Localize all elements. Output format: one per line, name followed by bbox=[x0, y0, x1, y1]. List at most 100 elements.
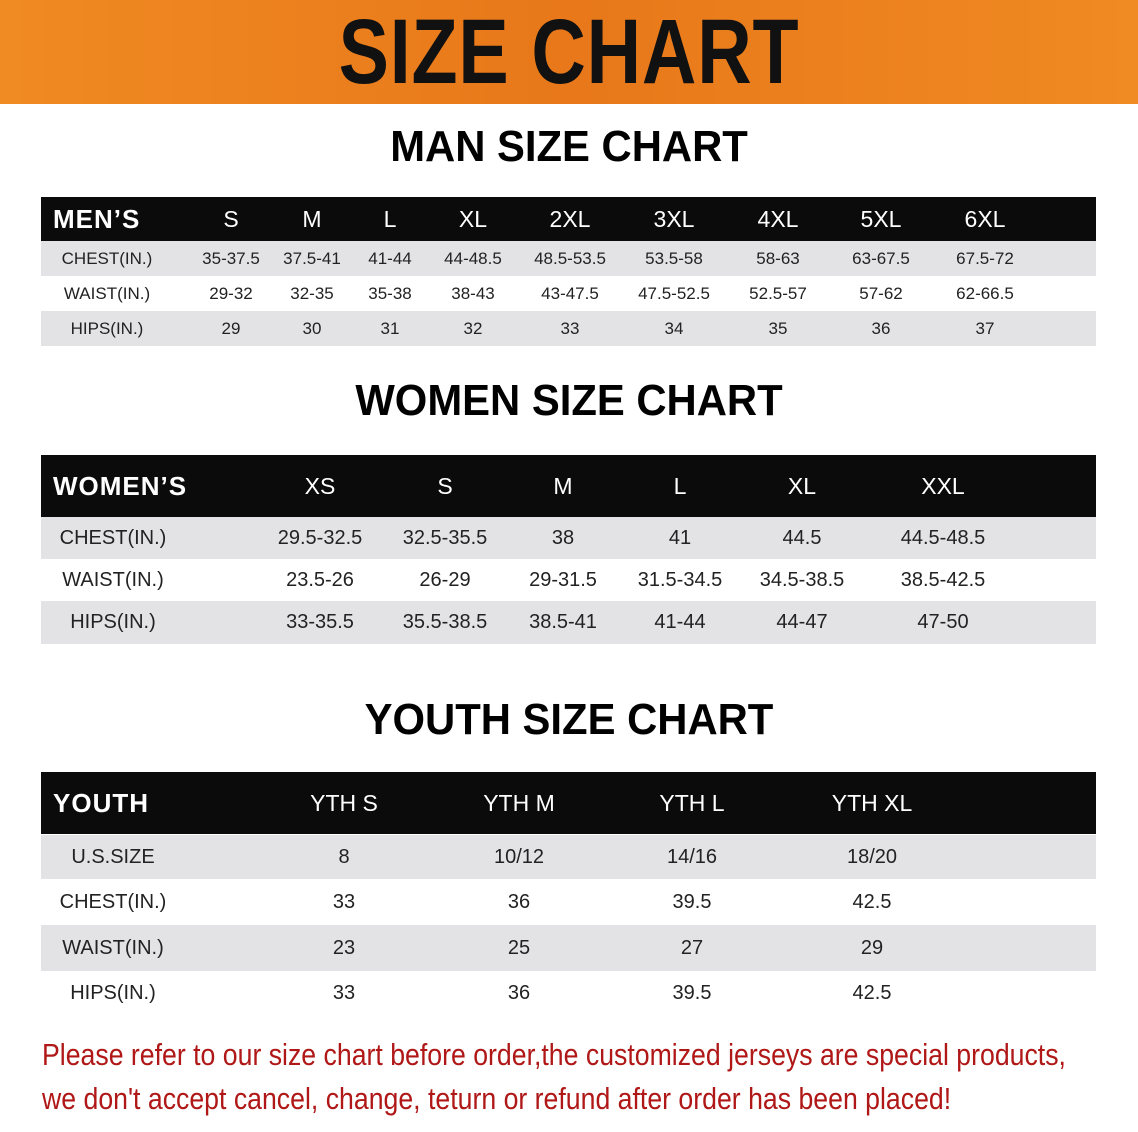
measurement-cell: 41 bbox=[668, 526, 692, 549]
measurement-cell: 41-44 bbox=[654, 611, 706, 633]
men-header-label: MEN’S bbox=[53, 203, 141, 234]
size-header: YTH M bbox=[483, 789, 555, 816]
table-row: U.S.SIZE 8 10/12 14/16 18/20 bbox=[41, 835, 1096, 879]
measurement-cell: 32.5-35.5 bbox=[402, 526, 488, 549]
measurement-cell: 36 bbox=[507, 890, 531, 913]
youth-table-header: YOUTH YTH S YTH M YTH L YTH XL bbox=[41, 772, 1096, 834]
size-header: YTH S bbox=[310, 789, 378, 816]
measurement-cell: 29-32 bbox=[209, 284, 253, 303]
measurement-cell: 48.5-53.5 bbox=[534, 248, 606, 268]
size-header: XS bbox=[304, 472, 336, 499]
row-label: CHEST(IN.) bbox=[61, 248, 153, 268]
women-section-title: WOMEN SIZE CHART bbox=[355, 376, 783, 425]
row-label: WAIST(IN.) bbox=[62, 936, 164, 959]
measurement-cell: 25 bbox=[507, 936, 531, 959]
measurement-cell: 47.5-52.5 bbox=[638, 284, 710, 303]
size-header: YTH XL bbox=[831, 789, 913, 816]
measurement-cell: 30 bbox=[302, 318, 322, 338]
table-row: HIPS(IN.) 33-35.5 35.5-38.5 38.5-41 41-44 44-… bbox=[41, 601, 1096, 644]
measurement-cell: 62-66.5 bbox=[956, 284, 1014, 303]
youth-size-table: YOUTH YTH S YTH M YTH L YTH XL U.S.SIZE 8 10/12… bbox=[41, 772, 1096, 1016]
measurement-cell: 8 bbox=[338, 845, 350, 868]
size-header: L bbox=[673, 472, 687, 499]
size-header: 3XL bbox=[653, 205, 695, 232]
measurement-cell: 29 bbox=[860, 936, 884, 959]
measurement-cell: 38.5-42.5 bbox=[900, 568, 986, 591]
row-label: WAIST(IN.) bbox=[63, 284, 151, 303]
measurement-cell: 14/16 bbox=[666, 845, 718, 868]
measurement-cell: 23 bbox=[332, 936, 356, 959]
row-label: U.S.SIZE bbox=[71, 845, 155, 868]
measurement-cell: 38.5-41 bbox=[529, 611, 597, 633]
measurement-cell: 32 bbox=[463, 318, 483, 338]
size-header: YTH L bbox=[659, 789, 725, 816]
table-row: CHEST(IN.) 29.5-32.5 32.5-35.5 38 41 44.5 44.5… bbox=[41, 517, 1096, 559]
table-row: HIPS(IN.) 33 36 39.5 42.5 bbox=[41, 971, 1096, 1016]
measurement-cell: 32-35 bbox=[290, 284, 334, 303]
table-row: WAIST(IN.) 29-32 32-35 35-38 38-43 43-47.5 47.… bbox=[41, 277, 1096, 311]
measurement-cell: 47-50 bbox=[917, 611, 969, 633]
table-row: CHEST(IN.) 35-37.5 37.5-41 41-44 44-48.5 48.5… bbox=[41, 241, 1096, 276]
measurement-cell: 41-44 bbox=[368, 248, 412, 268]
men-section-title: MAN SIZE CHART bbox=[390, 122, 748, 171]
youth-section-title: YOUTH SIZE CHART bbox=[364, 695, 774, 744]
banner-title: SIZE CHART bbox=[338, 1, 800, 103]
row-label: HIPS(IN.) bbox=[70, 982, 156, 1004]
women-size-table: WOMEN’S XS S M L XL XXL CHEST(IN.) 29.5-32.5 32.5… bbox=[41, 455, 1096, 644]
measurement-cell: 57-62 bbox=[859, 284, 903, 303]
men-size-table: MEN’S S M L XL 2XL 3XL 4XL 5XL 6XL CHEST(IN.) 35-37… bbox=[41, 197, 1096, 346]
measurement-cell: 53.5-58 bbox=[645, 248, 703, 268]
measurement-cell: 35-37.5 bbox=[202, 248, 260, 268]
measurement-cell: 29-31.5 bbox=[529, 568, 597, 591]
size-header: XXL bbox=[921, 472, 965, 499]
measurement-cell: 27 bbox=[680, 936, 704, 959]
size-header: M bbox=[302, 205, 322, 232]
men-table-header: MEN’S S M L XL 2XL 3XL 4XL 5XL 6XL bbox=[41, 197, 1096, 241]
measurement-cell: 63-67.5 bbox=[852, 248, 910, 268]
women-header-label: WOMEN’S bbox=[53, 470, 188, 501]
measurement-cell: 33 bbox=[332, 982, 356, 1004]
size-header: 6XL bbox=[964, 205, 1006, 232]
title-banner: SIZE CHART bbox=[0, 0, 1138, 104]
measurement-cell: 38 bbox=[551, 526, 575, 549]
measurement-cell: 34 bbox=[664, 318, 684, 338]
measurement-cell: 34.5-38.5 bbox=[759, 568, 845, 591]
measurement-cell: 37.5-41 bbox=[283, 248, 341, 268]
measurement-cell: 39.5 bbox=[672, 982, 712, 1004]
size-header: 5XL bbox=[860, 205, 902, 232]
size-header: L bbox=[383, 205, 397, 232]
measurement-cell: 42.5 bbox=[852, 890, 892, 913]
size-header: XL bbox=[458, 205, 488, 232]
measurement-cell: 31 bbox=[380, 318, 400, 338]
size-header: S bbox=[223, 205, 239, 232]
row-label: CHEST(IN.) bbox=[59, 890, 167, 913]
measurement-cell: 43-47.5 bbox=[541, 284, 599, 303]
measurement-cell: 52.5-57 bbox=[749, 284, 807, 303]
policy-note-line-1: Please refer to our size chart before or… bbox=[42, 1037, 1066, 1072]
size-header: M bbox=[553, 472, 573, 499]
measurement-cell: 39.5 bbox=[672, 890, 712, 913]
row-label: WAIST(IN.) bbox=[62, 568, 164, 591]
table-row: WAIST(IN.) 23 25 27 29 bbox=[41, 925, 1096, 971]
measurement-cell: 44-48.5 bbox=[444, 248, 502, 268]
measurement-cell: 36 bbox=[507, 982, 531, 1004]
size-header: XL bbox=[787, 472, 817, 499]
row-label: CHEST(IN.) bbox=[59, 526, 167, 549]
size-header: 4XL bbox=[757, 205, 799, 232]
measurement-cell: 44.5 bbox=[782, 526, 822, 549]
table-row: CHEST(IN.) 33 36 39.5 42.5 bbox=[41, 879, 1096, 925]
measurement-cell: 33-35.5 bbox=[286, 611, 354, 633]
table-row: HIPS(IN.) 29 30 31 32 33 34 35 36 37 bbox=[41, 311, 1096, 346]
measurement-cell: 18/20 bbox=[846, 845, 898, 868]
measurement-cell: 44-47 bbox=[776, 611, 828, 633]
measurement-cell: 42.5 bbox=[852, 982, 892, 1004]
measurement-cell: 31.5-34.5 bbox=[637, 568, 723, 591]
measurement-cell: 23.5-26 bbox=[286, 568, 354, 591]
size-header: S bbox=[437, 472, 453, 499]
row-label: HIPS(IN.) bbox=[70, 611, 156, 633]
row-label: HIPS(IN.) bbox=[70, 318, 144, 338]
measurement-cell: 29.5-32.5 bbox=[277, 526, 363, 549]
size-header: 2XL bbox=[549, 205, 591, 232]
measurement-cell: 38-43 bbox=[451, 284, 495, 303]
policy-note-line-2: we don't accept cancel, change, teturn o… bbox=[42, 1081, 952, 1116]
